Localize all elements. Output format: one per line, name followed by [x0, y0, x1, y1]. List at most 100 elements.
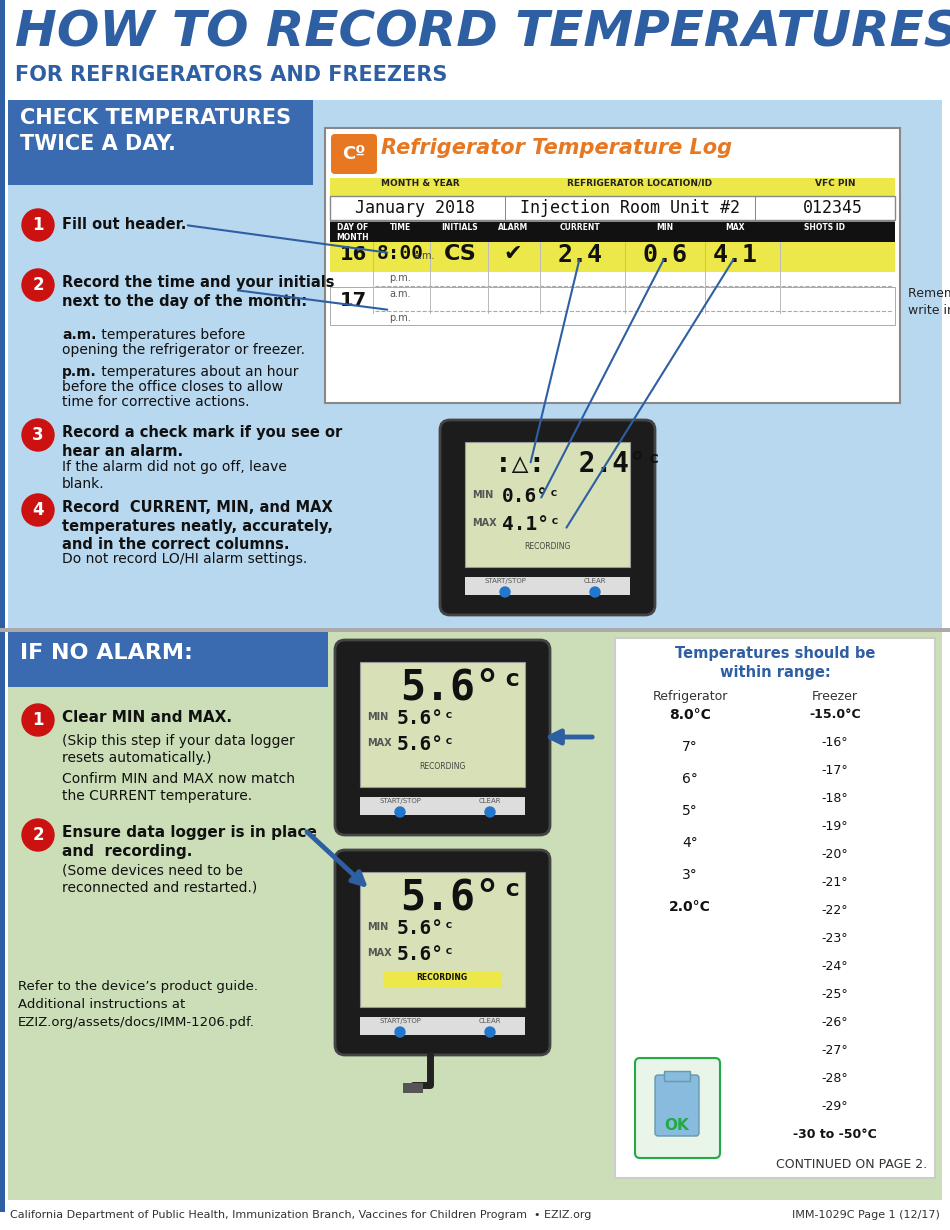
Text: -30 to -50°C: -30 to -50°C: [793, 1128, 877, 1141]
Text: 8:00: 8:00: [376, 244, 424, 263]
Text: SHOTS ID: SHOTS ID: [805, 223, 846, 232]
FancyBboxPatch shape: [635, 1058, 720, 1157]
Text: Ensure data logger is in place
and  recording.: Ensure data logger is in place and recor…: [62, 825, 317, 859]
Text: 4°: 4°: [682, 836, 698, 850]
Text: a.m.: a.m.: [413, 251, 434, 261]
Text: -19°: -19°: [822, 820, 848, 833]
Text: 8.0°C: 8.0°C: [669, 708, 711, 722]
Text: 5.6°ᶜ: 5.6°ᶜ: [397, 919, 456, 938]
Text: IF NO ALARM:: IF NO ALARM:: [20, 643, 193, 663]
Text: Remember to
write in pen.: Remember to write in pen.: [908, 287, 950, 317]
Text: Refrigerator: Refrigerator: [653, 690, 728, 704]
Text: Record the time and your initials
next to the day of the month:: Record the time and your initials next t…: [62, 276, 334, 309]
Text: MIN: MIN: [367, 922, 389, 932]
Text: Refrigerator Temperature Log: Refrigerator Temperature Log: [381, 138, 732, 157]
Text: -21°: -21°: [822, 876, 848, 889]
FancyBboxPatch shape: [655, 1075, 699, 1137]
Bar: [8, 100, 313, 184]
Text: 1: 1: [32, 711, 44, 729]
Text: TIME: TIME: [390, 223, 410, 232]
Bar: [330, 242, 895, 272]
Text: 4.1: 4.1: [712, 244, 757, 267]
Text: MAX: MAX: [472, 518, 497, 528]
Text: Record a check mark if you see or
hear an alarm.: Record a check mark if you see or hear a…: [62, 426, 342, 459]
Text: 5.6°ᶜ: 5.6°ᶜ: [400, 665, 525, 708]
Text: 0.6°ᶜ: 0.6°ᶜ: [502, 487, 560, 506]
Text: CONTINUED ON PAGE 2.: CONTINUED ON PAGE 2.: [776, 1157, 927, 1171]
Bar: [465, 577, 630, 595]
Text: 2.0°C: 2.0°C: [669, 900, 711, 914]
Bar: [330, 221, 895, 242]
Text: 5°: 5°: [682, 804, 698, 818]
Text: p.m.: p.m.: [390, 312, 410, 323]
Text: OK: OK: [665, 1118, 690, 1133]
Text: -26°: -26°: [822, 1016, 848, 1030]
Text: MIN: MIN: [656, 223, 674, 232]
Text: 0.6: 0.6: [642, 244, 688, 267]
Bar: [465, 442, 630, 567]
Bar: [330, 196, 895, 220]
Circle shape: [395, 1027, 405, 1037]
Text: Clear MIN and MAX.: Clear MIN and MAX.: [62, 710, 232, 724]
Bar: [330, 220, 895, 221]
Text: CS: CS: [444, 244, 476, 264]
Text: a.m.: a.m.: [390, 289, 410, 299]
Text: MAX: MAX: [725, 223, 745, 232]
Circle shape: [500, 587, 510, 597]
FancyBboxPatch shape: [440, 419, 655, 615]
Text: Temperatures should be
within range:: Temperatures should be within range:: [674, 646, 875, 680]
Text: ALARM: ALARM: [498, 223, 528, 232]
Bar: [360, 1017, 525, 1034]
Text: VFC PIN: VFC PIN: [815, 180, 855, 188]
Text: RECORDING: RECORDING: [523, 542, 570, 551]
Bar: [403, 1082, 423, 1093]
Text: HOW TO RECORD TEMPERATURES (Cº): HOW TO RECORD TEMPERATURES (Cº): [15, 9, 950, 57]
Text: 7°: 7°: [682, 740, 698, 754]
Text: California Department of Public Health, Immunization Branch, Vaccines for Childr: California Department of Public Health, …: [10, 1210, 591, 1220]
Text: -27°: -27°: [822, 1044, 848, 1057]
Bar: [330, 287, 895, 325]
Text: 5.6°ᶜ: 5.6°ᶜ: [397, 945, 456, 964]
Text: CURRENT: CURRENT: [560, 223, 600, 232]
FancyBboxPatch shape: [335, 640, 550, 835]
Text: 17: 17: [339, 292, 367, 310]
Text: DAY OF
MONTH: DAY OF MONTH: [336, 223, 370, 242]
Circle shape: [395, 807, 405, 817]
Bar: [8, 632, 942, 1200]
Bar: [330, 272, 895, 287]
Text: -17°: -17°: [822, 764, 848, 777]
Text: (Some devices need to be
reconnected and restarted.): (Some devices need to be reconnected and…: [62, 863, 257, 894]
Bar: [0, 0, 5, 1212]
Text: 6°: 6°: [682, 772, 698, 786]
Text: START/STOP: START/STOP: [379, 1018, 421, 1025]
Text: IMM-1029C Page 1 (12/17): IMM-1029C Page 1 (12/17): [792, 1210, 940, 1220]
Text: 3°: 3°: [682, 868, 698, 882]
Text: -18°: -18°: [822, 792, 848, 804]
Text: -22°: -22°: [822, 904, 848, 918]
Circle shape: [485, 1027, 495, 1037]
Bar: [755, 196, 756, 220]
Text: Confirm MIN and MAX now match
the CURRENT temperature.: Confirm MIN and MAX now match the CURREN…: [62, 772, 295, 803]
Text: 012345: 012345: [803, 199, 863, 216]
Bar: [8, 100, 942, 630]
Text: MONTH & YEAR: MONTH & YEAR: [381, 180, 459, 188]
Text: -25°: -25°: [822, 988, 848, 1001]
Text: MIN: MIN: [472, 490, 493, 501]
Text: 3: 3: [32, 426, 44, 444]
Text: (Skip this step if your data logger
resets automatically.): (Skip this step if your data logger rese…: [62, 734, 294, 765]
Text: opening the refrigerator or freezer.: opening the refrigerator or freezer.: [62, 343, 305, 357]
Circle shape: [22, 494, 54, 526]
Text: 5.6°ᶜ: 5.6°ᶜ: [400, 876, 525, 918]
Text: INITIALS: INITIALS: [442, 223, 478, 232]
Bar: [330, 178, 895, 196]
Text: 2: 2: [32, 827, 44, 844]
Bar: [360, 797, 525, 815]
Text: temperatures before: temperatures before: [97, 328, 245, 342]
Text: Fill out header.: Fill out header.: [62, 216, 186, 232]
Text: Injection Room Unit #2: Injection Room Unit #2: [520, 199, 740, 216]
Text: 2.4: 2.4: [558, 244, 602, 267]
Circle shape: [22, 209, 54, 241]
Text: p.m.: p.m.: [390, 273, 410, 283]
Text: p.m.: p.m.: [62, 365, 97, 379]
Text: CLEAR: CLEAR: [583, 578, 606, 584]
